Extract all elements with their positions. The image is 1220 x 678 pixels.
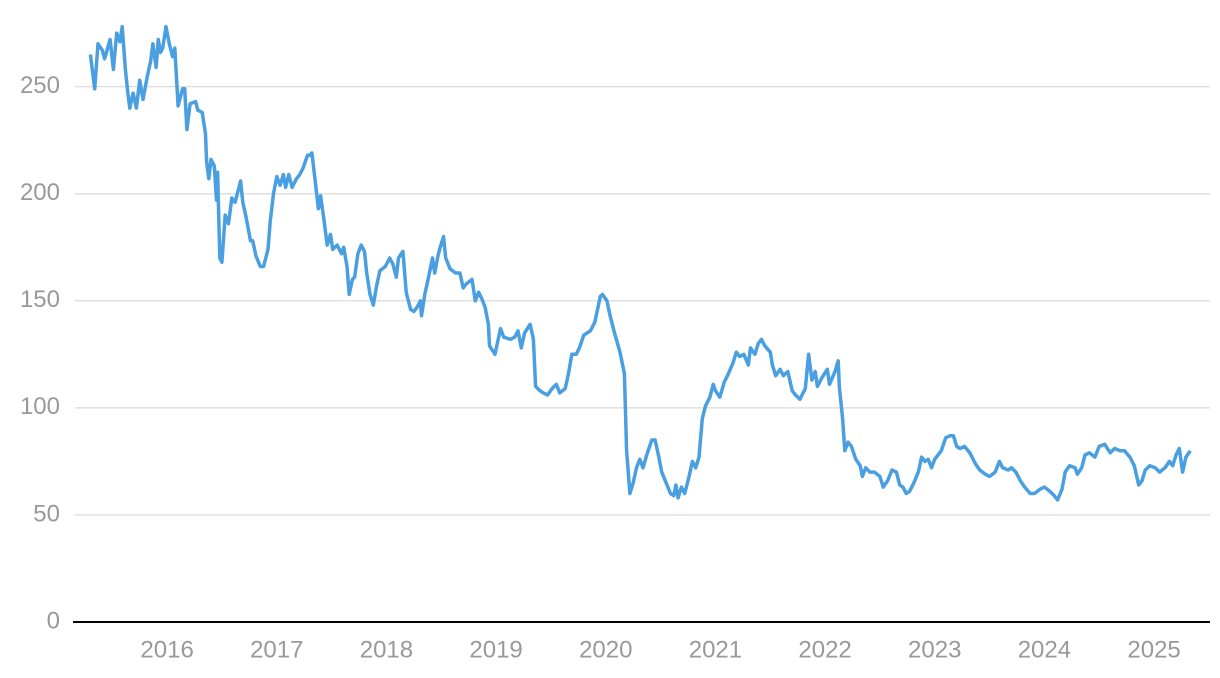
y-tick-label: 100 <box>20 393 60 420</box>
x-tick-label: 2019 <box>469 636 522 663</box>
y-tick-label: 150 <box>20 286 60 313</box>
x-tick-label: 2018 <box>360 636 413 663</box>
x-tick-label: 2023 <box>908 636 961 663</box>
x-tick-label: 2025 <box>1127 636 1180 663</box>
y-tick-label: 250 <box>20 72 60 99</box>
x-tick-label: 2017 <box>250 636 303 663</box>
x-tick-label: 2021 <box>689 636 742 663</box>
y-tick-label: 200 <box>20 179 60 206</box>
y-tick-label: 50 <box>33 500 60 527</box>
x-tick-label: 2022 <box>798 636 851 663</box>
x-tick-label: 2024 <box>1018 636 1071 663</box>
y-tick-label: 0 <box>47 607 60 634</box>
x-tick-label: 2020 <box>579 636 632 663</box>
price-line <box>88 24 1192 502</box>
x-tick-label: 2016 <box>140 636 193 663</box>
